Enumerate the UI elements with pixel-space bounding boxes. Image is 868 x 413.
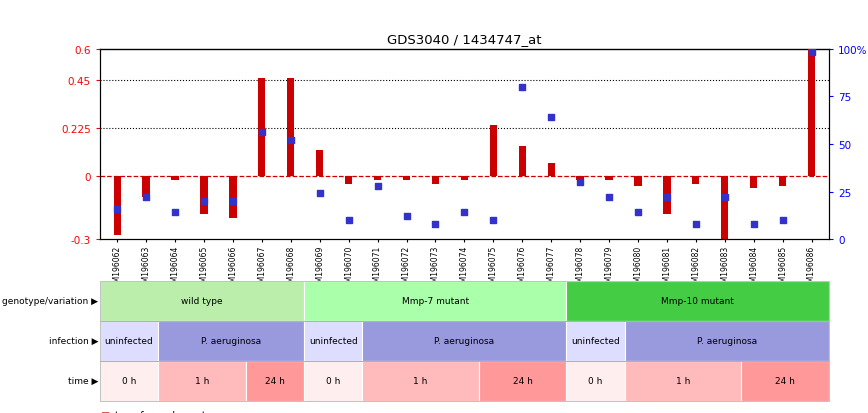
Text: 0 h: 0 h: [589, 376, 602, 385]
Bar: [114, 176, 121, 235]
Point: [805, 50, 819, 57]
Text: 24 h: 24 h: [265, 376, 285, 385]
Point: [602, 195, 616, 201]
Text: uninfected: uninfected: [571, 336, 620, 345]
Text: uninfected: uninfected: [105, 336, 154, 345]
Bar: [374, 176, 381, 180]
Bar: [142, 176, 149, 197]
Point: [689, 221, 703, 228]
Bar: [431, 176, 439, 185]
Text: infection ▶: infection ▶: [49, 336, 98, 345]
Point: [139, 195, 153, 201]
Text: ■: ■: [100, 410, 109, 413]
Point: [746, 221, 760, 228]
Point: [342, 217, 356, 224]
Bar: [345, 176, 352, 185]
Point: [255, 130, 269, 136]
Point: [457, 210, 471, 216]
Bar: [779, 176, 786, 187]
Text: P. aeruginosa: P. aeruginosa: [697, 336, 757, 345]
Bar: [490, 126, 496, 176]
Text: Mmp-7 mutant: Mmp-7 mutant: [402, 296, 469, 305]
Bar: [576, 176, 583, 180]
Point: [429, 221, 443, 228]
Bar: [258, 79, 266, 176]
Text: genotype/variation ▶: genotype/variation ▶: [2, 296, 98, 305]
Text: P. aeruginosa: P. aeruginosa: [434, 336, 495, 345]
Text: uninfected: uninfected: [309, 336, 358, 345]
Bar: [548, 164, 555, 176]
Text: P. aeruginosa: P. aeruginosa: [201, 336, 261, 345]
Text: 24 h: 24 h: [513, 376, 533, 385]
Bar: [721, 176, 728, 240]
Point: [197, 198, 211, 205]
Text: 0 h: 0 h: [122, 376, 136, 385]
Point: [399, 214, 413, 220]
Point: [718, 195, 732, 201]
Text: 0 h: 0 h: [326, 376, 340, 385]
Point: [110, 206, 124, 212]
Bar: [287, 79, 294, 176]
Bar: [663, 176, 670, 214]
Bar: [605, 176, 613, 180]
Text: wild type: wild type: [181, 296, 223, 305]
Point: [573, 179, 587, 186]
Text: Mmp-10 mutant: Mmp-10 mutant: [661, 296, 734, 305]
Point: [226, 198, 240, 205]
Bar: [403, 176, 410, 180]
Text: time ▶: time ▶: [68, 376, 98, 385]
Bar: [229, 176, 236, 218]
Bar: [808, 50, 815, 176]
Point: [284, 138, 298, 144]
Bar: [692, 176, 700, 185]
Text: 1 h: 1 h: [413, 376, 428, 385]
Bar: [171, 176, 179, 180]
Point: [776, 217, 790, 224]
Point: [516, 84, 529, 91]
Point: [371, 183, 385, 190]
Text: transformed count: transformed count: [115, 410, 207, 413]
Title: GDS3040 / 1434747_at: GDS3040 / 1434747_at: [387, 33, 542, 45]
Bar: [635, 176, 641, 187]
Text: 24 h: 24 h: [775, 376, 795, 385]
Bar: [518, 147, 526, 176]
Point: [544, 115, 558, 121]
Bar: [201, 176, 207, 214]
Point: [631, 210, 645, 216]
Point: [486, 217, 500, 224]
Point: [660, 195, 674, 201]
Bar: [750, 176, 757, 189]
Bar: [461, 176, 468, 180]
Point: [168, 210, 182, 216]
Text: 1 h: 1 h: [194, 376, 209, 385]
Bar: [316, 151, 323, 176]
Text: 1 h: 1 h: [676, 376, 690, 385]
Point: [312, 191, 326, 197]
